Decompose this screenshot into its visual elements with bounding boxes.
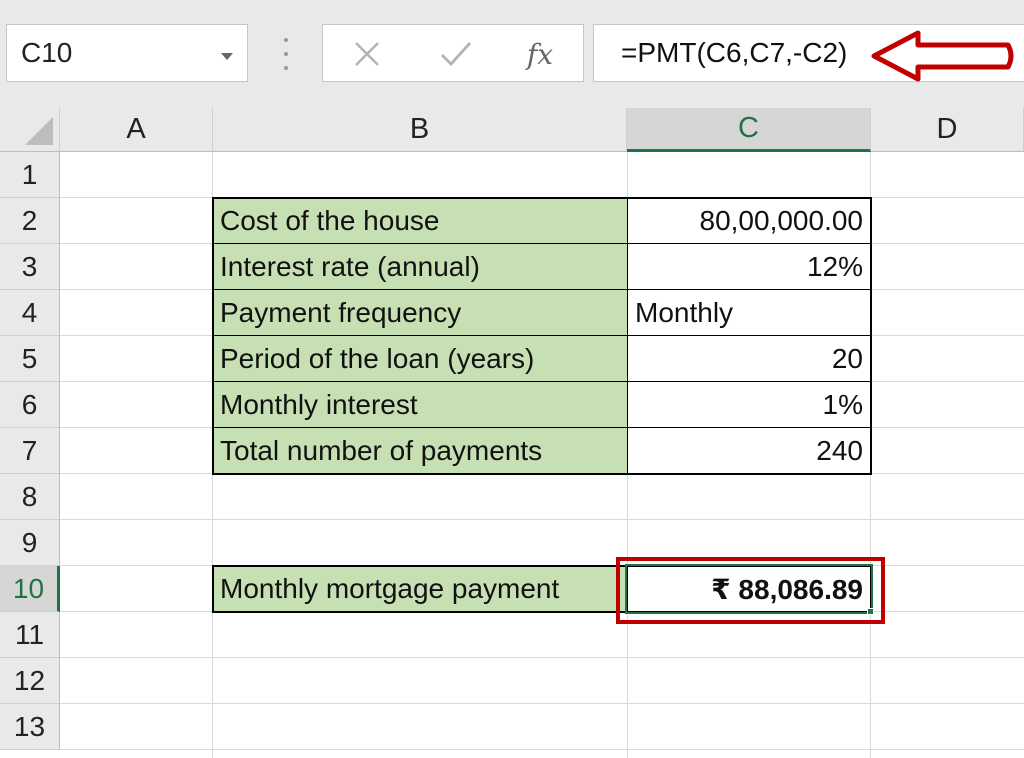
row-header-12[interactable]: 12 (0, 658, 60, 704)
row-header-6[interactable]: 6 (0, 382, 60, 428)
row-header-11[interactable]: 11 (0, 612, 60, 658)
cell-b10[interactable]: Monthly mortgage payment (213, 566, 627, 612)
cell-c2[interactable]: 80,00,000.00 (628, 198, 871, 244)
cell-b6[interactable]: Monthly interest (213, 382, 627, 428)
select-all-corner[interactable] (0, 108, 60, 152)
formula-text[interactable]: =PMT(C6,C7,-C2) (621, 37, 848, 68)
fill-handle[interactable] (867, 608, 874, 615)
cell-c5[interactable]: 20 (628, 336, 871, 382)
row-header-8[interactable]: 8 (0, 474, 60, 520)
cell-c6[interactable]: 1% (628, 382, 871, 428)
gridline (60, 749, 1024, 750)
table-divider (212, 243, 872, 244)
cell-b2[interactable]: Cost of the house (213, 198, 627, 244)
row-header-1[interactable]: 1 (0, 152, 60, 198)
insert-function-button[interactable]: fx (526, 37, 554, 71)
gridline (60, 519, 1024, 520)
cell-c7[interactable]: 240 (628, 428, 871, 474)
column-header-d[interactable]: D (871, 108, 1024, 152)
table-divider (212, 381, 872, 382)
cell-c3[interactable]: 12% (628, 244, 871, 290)
row-header-3[interactable]: 3 (0, 244, 60, 290)
table-divider (212, 427, 872, 428)
table-divider (627, 197, 628, 475)
checkmark-icon[interactable] (436, 34, 476, 74)
cell-b4[interactable]: Payment frequency (213, 290, 627, 336)
row-header-5[interactable]: 5 (0, 336, 60, 382)
name-box[interactable]: C10 (6, 24, 248, 82)
row-header-9[interactable]: 9 (0, 520, 60, 566)
row-header-4[interactable]: 4 (0, 290, 60, 336)
row-header-2[interactable]: 2 (0, 198, 60, 244)
cell-b5[interactable]: Period of the loan (years) (213, 336, 627, 382)
column-header-b[interactable]: B (213, 108, 627, 152)
cell-b7[interactable]: Total number of payments (213, 428, 627, 474)
cell-b3[interactable]: Interest rate (annual) (213, 244, 627, 290)
row-header-10[interactable]: 10 (0, 566, 60, 612)
gridline (60, 657, 1024, 658)
table-divider (627, 565, 628, 613)
table-divider (212, 335, 872, 336)
close-icon[interactable] (347, 34, 387, 74)
cell-c4[interactable]: Monthly (628, 290, 871, 336)
row-header-7[interactable]: 7 (0, 428, 60, 474)
cell-c10[interactable]: ₹ 88,086.89 (628, 566, 871, 612)
more-options-icon[interactable] (280, 38, 292, 70)
name-box-value[interactable]: C10 (21, 37, 73, 68)
column-header-a[interactable]: A (60, 108, 213, 152)
chevron-down-icon[interactable] (221, 53, 233, 60)
row-header-13[interactable]: 13 (0, 704, 60, 750)
formula-bar: C10 fx =PMT(C6,C7,-C2) (0, 0, 1024, 108)
table-divider (212, 289, 872, 290)
red-arrow-annotation-icon (871, 30, 1014, 82)
column-header-c[interactable]: C (627, 108, 871, 152)
gridline (60, 703, 1024, 704)
formula-buttons: fx (322, 24, 584, 82)
